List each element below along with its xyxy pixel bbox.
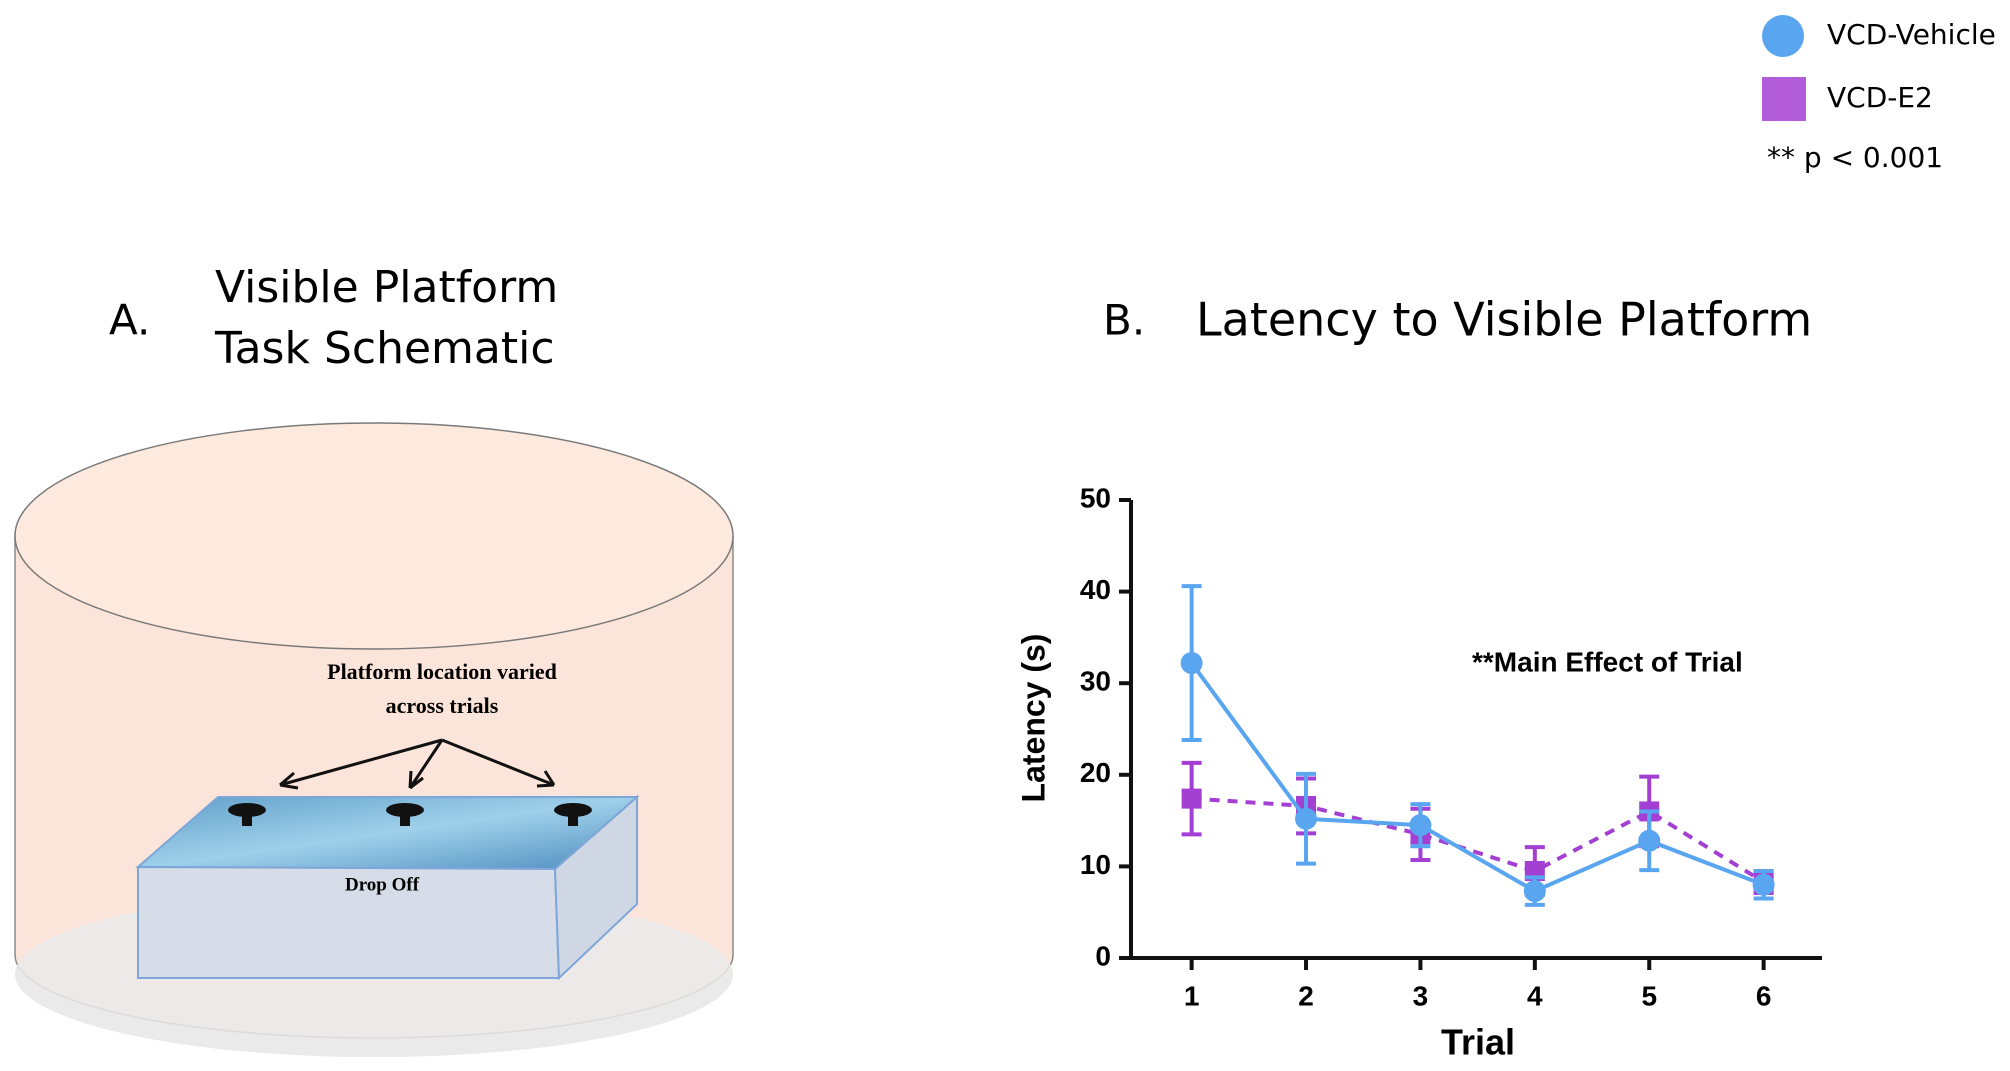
box-side [553,794,638,981]
y-tick-label: 50 [1080,482,1111,513]
y-tick-label: 20 [1080,757,1111,788]
annotation: **Main Effect of Trial [1472,646,1743,677]
marker [1523,880,1546,903]
box-label: Drop Off [345,874,420,895]
marker [1295,807,1318,830]
x-axis-label: Trial [1441,1022,1515,1063]
annotation: across trials [386,693,499,718]
series-line [1191,796,1765,884]
legend-note: ** p < 0.001 [1767,141,1943,174]
panel-title: Task Schematic [214,323,555,374]
marker [1181,788,1202,809]
legend-label: VCD-Vehicle [1827,18,1996,51]
x-tick-label: 5 [1641,980,1657,1011]
x-tick-label: 1 [1184,980,1200,1011]
platforms [228,803,592,826]
legend-swatch [1762,77,1806,121]
y-tick-label: 10 [1080,849,1111,880]
y-axis-label: Latency (s) [1015,634,1051,803]
y-tick-label: 40 [1080,574,1111,605]
marker [1752,873,1775,896]
panel-title: Visible Platform [215,262,558,313]
annotation: Platform location varied [327,659,557,684]
series-line [1190,661,1765,894]
tank-top [14,422,734,650]
y-tick-label: 0 [1095,940,1111,971]
x-tick-label: 2 [1298,980,1314,1011]
arrows [279,738,556,790]
panel-label: A. [109,296,150,345]
x-tick-label: 6 [1756,980,1772,1011]
schematic: Platform location varied across trials D… [14,422,734,1057]
y-tick-label: 30 [1080,666,1111,697]
marker [1409,814,1432,837]
x-tick-label: 4 [1527,980,1543,1011]
legend-label: VCD-E2 [1827,81,1933,114]
marker [1180,652,1203,675]
legend-swatch [1762,15,1804,57]
chart-title: Latency to Visible Platform [1196,293,1812,347]
panel-label: B. [1103,296,1145,345]
marker [1638,829,1661,852]
x-tick-label: 3 [1413,980,1429,1011]
